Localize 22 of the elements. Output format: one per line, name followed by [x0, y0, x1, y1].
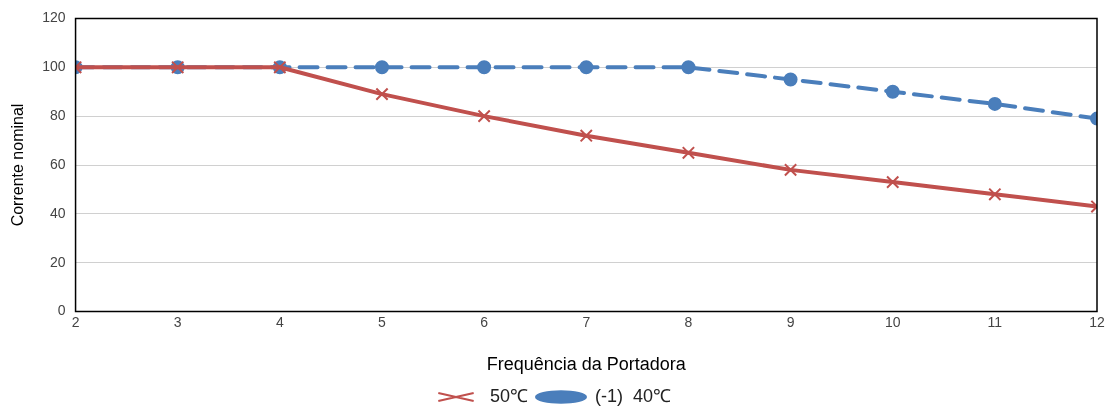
x-tick-label: 5: [378, 313, 387, 330]
x-tick-label: 10: [884, 313, 901, 330]
y-tick-label: 40: [49, 204, 66, 221]
y-axis-title: Corrente nominal: [9, 103, 27, 227]
y-tick-label: 80: [49, 106, 66, 123]
legend-label: 50℃: [489, 385, 529, 406]
x-tick-label: 4: [275, 313, 284, 330]
x-tick-label: 3: [173, 313, 182, 330]
x-tick-label: 7: [582, 313, 591, 330]
x-tick-label: 9: [786, 313, 795, 330]
x-tick-label: 6: [480, 313, 489, 330]
legend-label: (-1) 40℃: [595, 385, 672, 406]
y-tick-label: 100: [42, 58, 66, 75]
y-tick-label: 120: [42, 9, 66, 26]
y-tick-label: 0: [57, 302, 66, 319]
x-tick-label: 8: [684, 313, 693, 330]
y-tick-label: 60: [49, 155, 66, 172]
x-tick-label: 11: [987, 313, 1003, 330]
x-axis-title: Frequência da Portadora: [486, 354, 687, 375]
y-tick-label: 20: [49, 253, 66, 270]
x-tick-label: 12: [1089, 313, 1105, 330]
x-tick-label: 2: [71, 313, 80, 330]
